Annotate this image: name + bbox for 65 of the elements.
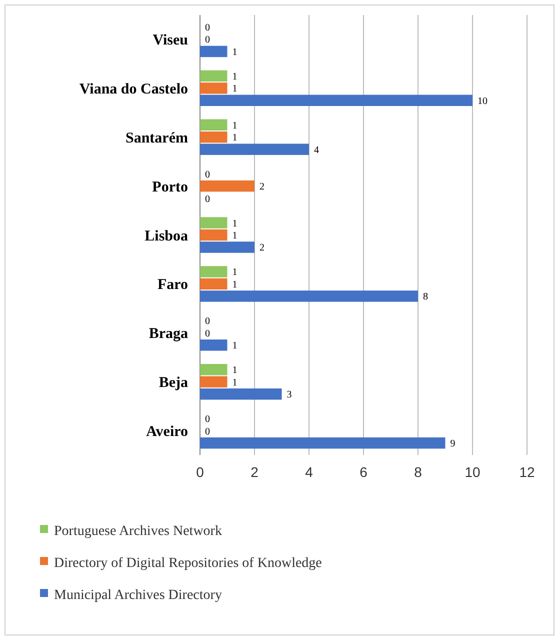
data-label: 0 (205, 34, 210, 46)
legend-label: Directory of Digital Repositories of Knowledge (54, 556, 322, 571)
y-tick-label: Viseu (152, 32, 188, 48)
y-tick-label: Faro (157, 277, 188, 294)
bar (200, 278, 228, 290)
bar (200, 119, 228, 130)
bar (200, 364, 228, 376)
data-label: 1 (232, 84, 238, 95)
y-tick-label: Beja (158, 375, 188, 392)
bar (200, 290, 418, 302)
data-label: 0 (205, 169, 210, 180)
bar (200, 82, 228, 94)
data-label: 1 (232, 279, 238, 290)
x-tick-label: 12 (519, 464, 535, 480)
data-label: 0 (205, 22, 210, 34)
data-label: 0 (205, 328, 210, 340)
data-label: 2 (260, 182, 264, 193)
y-tick-label: Lisboa (144, 228, 188, 244)
data-label: 0 (205, 414, 210, 426)
data-label: 1 (232, 71, 238, 82)
bar (200, 340, 228, 351)
data-label: 0 (205, 316, 210, 328)
data-label: 1 (232, 218, 238, 230)
y-tick-label: Porto (152, 179, 188, 196)
bar (200, 46, 228, 58)
x-tick-label: 4 (305, 464, 314, 480)
data-label: 1 (232, 230, 238, 242)
data-label: 1 (232, 46, 238, 58)
data-label: 1 (232, 340, 238, 352)
y-tick-label: Santarém (126, 130, 188, 146)
y-tick-label: Braga (148, 326, 188, 342)
bar (200, 376, 228, 388)
data-label: 1 (232, 377, 238, 388)
bar (200, 242, 254, 253)
x-tick-label: 2 (250, 464, 259, 480)
bar (200, 229, 228, 241)
data-label: 1 (232, 365, 238, 376)
bar (200, 180, 254, 192)
data-label: 1 (232, 132, 238, 144)
legend-label: Portuguese Archives Network (54, 524, 222, 539)
bar (200, 70, 228, 82)
data-label: 1 (232, 267, 238, 278)
bar (200, 131, 228, 143)
x-tick-label: 0 (196, 464, 204, 480)
data-label: 9 (450, 438, 456, 450)
data-label: 2 (260, 242, 264, 254)
data-label: 8 (423, 292, 428, 303)
bar (200, 217, 228, 228)
data-label: 4 (314, 144, 319, 156)
bar (200, 94, 472, 106)
x-tick-label: 8 (414, 464, 422, 480)
x-tick-label: 10 (464, 464, 480, 480)
bar (200, 144, 309, 155)
data-label: 0 (205, 194, 210, 205)
x-tick-label: 6 (360, 464, 368, 480)
data-label: 0 (205, 426, 210, 438)
y-tick-label: Aveiro (146, 424, 188, 440)
data-label: 3 (286, 390, 292, 401)
y-tick-label: Viana do Castelo (79, 81, 188, 98)
legend-label: Municipal Archives Directory (54, 588, 222, 603)
data-label: 1 (232, 120, 238, 132)
bar (200, 437, 446, 449)
data-label: 10 (478, 96, 488, 107)
bar (200, 266, 228, 278)
bar (200, 388, 282, 400)
